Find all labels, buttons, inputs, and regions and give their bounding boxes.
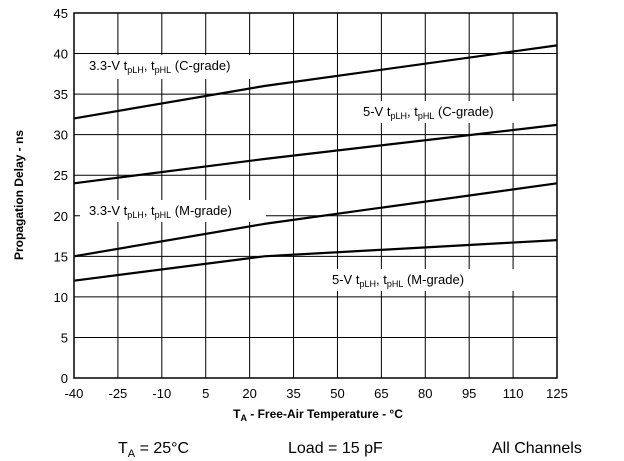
series-lines bbox=[73, 44, 558, 282]
y-tick-label-40: 40 bbox=[54, 47, 68, 62]
x-tick-label-65: 65 bbox=[374, 386, 388, 401]
series-label-bg-2 bbox=[355, 101, 527, 123]
series-label-4: 5-V tpLH, tpHL (M-grade) bbox=[332, 272, 464, 289]
series-label-3: 3.3-V tpLH, tpHL (M-grade) bbox=[89, 203, 232, 220]
y-tick-label-5: 5 bbox=[61, 330, 68, 345]
condition-load: Load = 15 pF bbox=[288, 440, 383, 457]
series-label-bg-4 bbox=[322, 269, 514, 291]
series-label-bg-1 bbox=[80, 55, 276, 79]
x-tick-label-20: 20 bbox=[242, 386, 256, 401]
x-axis-title: TA - Free-Air Temperature - °C bbox=[233, 407, 403, 423]
x-tick-label-50: 50 bbox=[330, 386, 344, 401]
y-tick-labels: 0 5 10 15 20 25 30 35 40 45 bbox=[54, 6, 68, 386]
y-tick-label-10: 10 bbox=[54, 290, 68, 305]
series-line-1 bbox=[73, 44, 558, 120]
x-tick-labels: -40 -25 -10 5 20 35 50 65 80 95 110 125 bbox=[65, 386, 568, 401]
series-line-4 bbox=[73, 239, 558, 282]
y-tick-label-15: 15 bbox=[54, 249, 68, 264]
x-tick-label-35: 35 bbox=[286, 386, 300, 401]
condition-temperature: TA = 25°C bbox=[118, 440, 189, 460]
x-tick-label-5: 5 bbox=[202, 386, 209, 401]
series-line-3 bbox=[73, 182, 558, 258]
x-tick-label--10: -10 bbox=[152, 386, 171, 401]
y-tick-label-45: 45 bbox=[54, 6, 68, 21]
condition-channels: All Channels bbox=[492, 440, 582, 457]
y-tick-label-35: 35 bbox=[54, 87, 68, 102]
series-label-2: 5-V tpLH, tpHL (C-grade) bbox=[363, 104, 494, 121]
x-tick-label--25: -25 bbox=[109, 386, 128, 401]
x-tick-label-110: 110 bbox=[503, 386, 524, 401]
y-axis-title: Propagation Delay - ns bbox=[12, 130, 26, 260]
series-line-2 bbox=[73, 123, 558, 185]
x-tick-label-125: 125 bbox=[546, 386, 568, 401]
y-tick-label-25: 25 bbox=[54, 168, 68, 183]
plot-frame bbox=[73, 12, 558, 379]
y-tick-label-20: 20 bbox=[54, 209, 68, 224]
series-labels: 3.3-V tpLH, tpHL (C-grade) 5-V tpLH, tpHL… bbox=[80, 55, 527, 291]
y-tick-label-0: 0 bbox=[61, 371, 68, 386]
series-label-1: 3.3-V tpLH, tpHL (C-grade) bbox=[89, 58, 230, 75]
x-tick-label-80: 80 bbox=[418, 386, 432, 401]
series-label-bg-3 bbox=[80, 200, 266, 222]
y-tick-label-30: 30 bbox=[54, 128, 68, 143]
x-tick-label--40: -40 bbox=[65, 386, 84, 401]
x-tick-label-95: 95 bbox=[462, 386, 476, 401]
